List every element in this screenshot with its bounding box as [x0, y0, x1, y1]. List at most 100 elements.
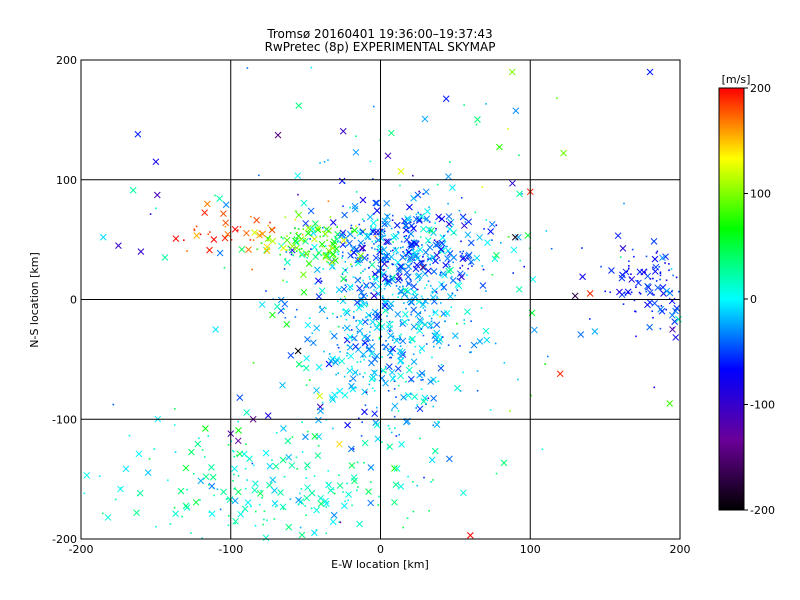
data-point-x	[473, 254, 481, 262]
colorbar-tick-label: -100	[750, 399, 775, 412]
data-point	[344, 284, 347, 287]
data-point	[373, 289, 375, 291]
data-point-x	[333, 245, 340, 253]
data-point	[338, 474, 340, 477]
data-point	[373, 379, 376, 382]
data-point-x	[369, 281, 377, 289]
scatter-points	[83, 66, 682, 542]
data-point	[353, 237, 356, 239]
data-point	[406, 517, 409, 520]
data-point-x	[416, 246, 424, 254]
data-point-x	[422, 249, 430, 256]
data-point-x	[364, 334, 371, 342]
data-point-x	[390, 233, 398, 241]
data-point	[482, 268, 485, 271]
data-point-x	[410, 225, 417, 232]
data-point-x	[451, 332, 459, 340]
data-point	[289, 232, 292, 234]
data-point	[459, 267, 461, 269]
data-point	[301, 451, 304, 453]
data-point-x	[410, 358, 418, 366]
data-point-x	[367, 499, 375, 507]
data-point	[637, 280, 639, 282]
data-point-x	[315, 363, 323, 371]
data-point	[400, 298, 403, 300]
data-point	[153, 448, 156, 450]
data-point-x	[295, 360, 303, 368]
data-point	[417, 211, 420, 214]
data-point	[373, 274, 376, 276]
data-point	[398, 334, 401, 337]
data-point	[266, 519, 268, 522]
data-point	[319, 162, 321, 164]
data-point	[495, 224, 498, 227]
data-point	[378, 495, 380, 498]
data-point	[399, 323, 402, 325]
data-point	[431, 356, 433, 359]
data-point	[463, 104, 465, 106]
data-point	[437, 420, 440, 423]
data-point	[406, 282, 409, 285]
data-point	[254, 524, 257, 527]
data-point-x	[104, 514, 112, 521]
data-point	[234, 487, 236, 489]
data-point	[371, 240, 374, 243]
data-point-x	[294, 347, 302, 355]
data-point-x	[253, 216, 260, 224]
data-point	[372, 178, 374, 180]
data-point	[380, 276, 382, 279]
data-point	[373, 278, 375, 281]
data-point	[660, 305, 663, 307]
data-point	[258, 174, 260, 177]
data-point-x	[433, 321, 441, 329]
data-point	[419, 351, 422, 354]
data-point-x	[298, 251, 306, 258]
data-point	[463, 272, 466, 274]
data-point-x	[252, 480, 259, 487]
data-point	[439, 272, 442, 274]
data-point	[362, 376, 365, 378]
data-point	[344, 500, 346, 503]
data-point	[651, 292, 654, 295]
data-point-x	[313, 266, 321, 274]
data-point	[630, 273, 632, 276]
data-point	[391, 352, 393, 355]
data-point-x	[329, 250, 337, 258]
data-point-x	[646, 323, 653, 331]
data-point-x	[351, 227, 358, 234]
data-point-x	[298, 531, 306, 539]
data-point-x	[240, 450, 248, 458]
data-point	[399, 184, 401, 187]
data-point	[326, 239, 328, 242]
data-point-x	[411, 288, 418, 296]
data-point-x	[628, 276, 636, 283]
data-point-x	[262, 534, 270, 542]
data-point	[627, 292, 630, 294]
data-point	[429, 285, 432, 287]
data-point	[509, 410, 511, 412]
data-point	[326, 317, 329, 320]
data-point-x	[304, 224, 312, 232]
data-point-x	[361, 254, 368, 262]
data-point	[345, 279, 347, 281]
data-point	[425, 343, 428, 345]
data-point	[256, 248, 259, 251]
data-point	[237, 420, 239, 423]
data-point-x	[364, 233, 372, 241]
data-point	[470, 320, 472, 323]
data-point	[288, 249, 291, 251]
data-point	[491, 273, 494, 276]
data-point	[246, 67, 249, 69]
data-point	[337, 234, 340, 236]
data-point	[262, 523, 265, 526]
data-point	[258, 503, 261, 506]
data-point-x	[318, 287, 326, 295]
data-point	[226, 497, 229, 500]
data-point	[384, 243, 386, 245]
data-point	[341, 255, 344, 257]
data-point	[233, 488, 236, 490]
data-point-x	[397, 168, 405, 175]
data-point	[350, 329, 353, 331]
data-point-x	[312, 220, 319, 227]
data-point	[284, 316, 287, 319]
